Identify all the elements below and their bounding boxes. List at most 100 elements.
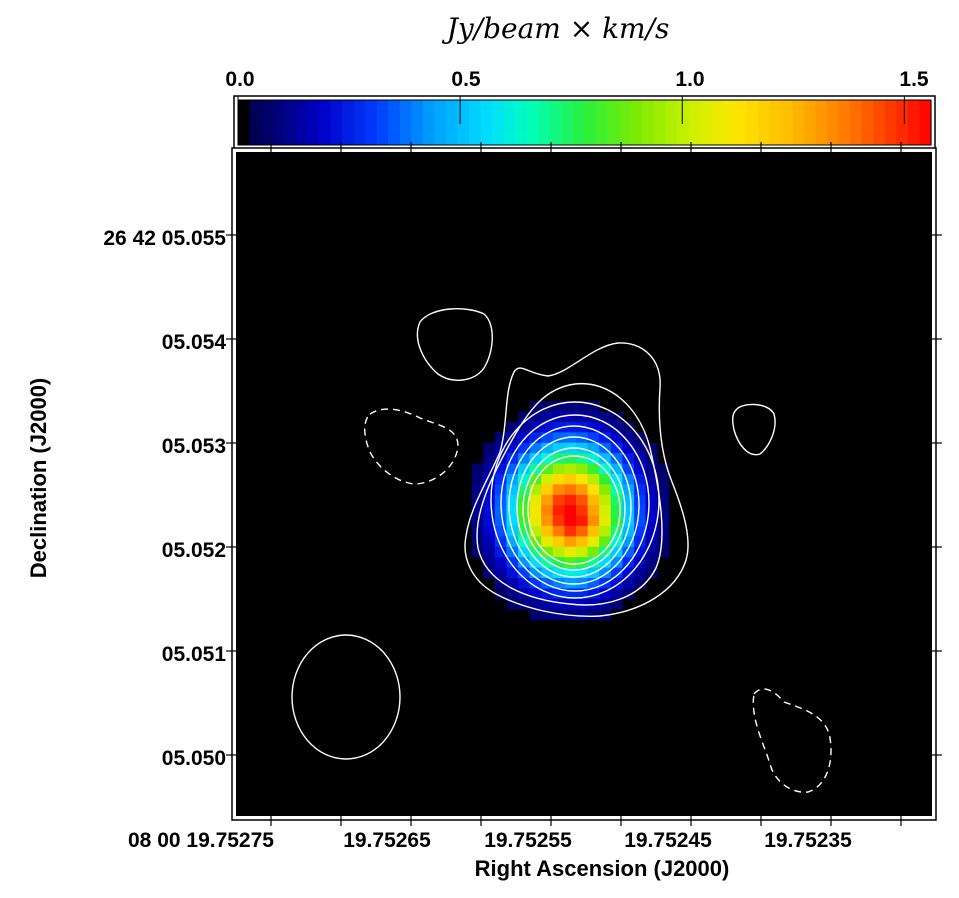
emission-pixel bbox=[587, 505, 600, 517]
colorbar-cell bbox=[734, 100, 747, 145]
emission-pixel bbox=[483, 453, 496, 465]
emission-pixel bbox=[599, 463, 612, 475]
emission-pixel bbox=[529, 536, 542, 548]
emission-pixel bbox=[610, 432, 623, 444]
emission-pixel bbox=[518, 484, 531, 496]
emission-pixel bbox=[622, 557, 635, 569]
emission-pixel bbox=[471, 546, 484, 558]
colorbar-cell bbox=[873, 100, 886, 145]
emission-pixel bbox=[622, 463, 635, 475]
emission-pixel bbox=[494, 474, 507, 485]
emission-pixel bbox=[610, 453, 623, 465]
emission-pixel bbox=[494, 453, 507, 465]
emission-pixel bbox=[622, 578, 635, 589]
colorbar-tick-label: 0.5 bbox=[451, 68, 481, 91]
emission-pixel bbox=[645, 557, 658, 569]
emission-pixel bbox=[564, 588, 577, 600]
colorbar-cell bbox=[861, 100, 874, 145]
emission-pixel bbox=[587, 526, 600, 537]
emission-pixel bbox=[599, 411, 612, 423]
emission-pixel bbox=[518, 453, 531, 465]
y-tick-label: 26 42 05.055 bbox=[103, 227, 226, 250]
colorbar-cell bbox=[780, 100, 793, 145]
emission-pixel bbox=[587, 432, 600, 444]
contour-level-3 bbox=[490, 401, 660, 599]
colorbar-cell bbox=[572, 100, 586, 145]
emission-pixel bbox=[552, 578, 565, 589]
emission-pixel bbox=[576, 536, 589, 548]
negative-contours bbox=[364, 408, 832, 793]
y-tick-label: 05.051 bbox=[162, 643, 227, 666]
colorbar-cell bbox=[665, 100, 678, 145]
emission-pixel bbox=[541, 442, 554, 454]
emission-pixel bbox=[587, 422, 600, 433]
emission-pixel bbox=[529, 494, 542, 506]
emission-pixel bbox=[541, 526, 554, 537]
emission-pixel bbox=[634, 463, 647, 475]
emission-pixel bbox=[564, 494, 577, 506]
emission-pixel bbox=[471, 484, 484, 496]
x-tick-label: 08 00 19.75275 bbox=[128, 829, 274, 852]
x-tick-label: 19.75245 bbox=[624, 829, 712, 852]
emission-pixel bbox=[599, 515, 612, 527]
colorbar-cell bbox=[503, 100, 516, 145]
emission-pixel bbox=[645, 494, 658, 506]
emission-pixel bbox=[587, 401, 600, 413]
y-tick-label: 05.054 bbox=[162, 331, 227, 354]
emission-pixel bbox=[518, 411, 531, 423]
colorbar-cell bbox=[307, 100, 320, 145]
emission-pixel bbox=[541, 557, 554, 569]
colorbar-cell bbox=[434, 100, 447, 145]
emission-pixel bbox=[564, 463, 577, 475]
colorbar-cell bbox=[688, 100, 701, 145]
emission-pixel bbox=[587, 536, 600, 548]
emission-pixel bbox=[541, 505, 554, 517]
emission-pixel bbox=[634, 515, 647, 527]
emission-pixel bbox=[529, 526, 542, 537]
emission-pixel bbox=[622, 536, 635, 548]
colorbar-cell bbox=[457, 100, 470, 145]
emission-pixel bbox=[622, 484, 635, 496]
contour-level-6 bbox=[516, 436, 632, 578]
emission-pixel bbox=[587, 588, 600, 600]
emission-pixel bbox=[506, 536, 519, 548]
emission-pixel bbox=[610, 474, 623, 485]
colorbar-cell bbox=[330, 100, 343, 145]
colorbar-cell bbox=[642, 100, 655, 145]
emission-pixel bbox=[599, 546, 612, 558]
emission-pixel bbox=[483, 474, 496, 485]
emission-pixel bbox=[576, 411, 589, 423]
emission-pixel bbox=[645, 567, 658, 579]
emission-pixel bbox=[599, 474, 612, 485]
emission-pixel bbox=[564, 505, 577, 517]
x-tick-labels: 08 00 19.75275 19.75265 19.75255 19.7524… bbox=[128, 829, 852, 852]
colorbar-cell bbox=[561, 100, 574, 145]
emission-pixel bbox=[645, 442, 658, 454]
emission-pixel bbox=[610, 598, 623, 610]
colorbar-cell bbox=[480, 100, 493, 145]
emission-pixel bbox=[483, 494, 496, 506]
emission-pixel bbox=[506, 598, 519, 610]
emission-pixel bbox=[552, 401, 565, 413]
colorbar-cell bbox=[584, 100, 597, 145]
emission-pixel bbox=[483, 557, 496, 569]
emission-pixel bbox=[552, 557, 565, 569]
emission-pixel bbox=[506, 567, 519, 579]
emission-pixel bbox=[622, 546, 635, 558]
colorbar-gradient bbox=[238, 100, 932, 145]
colorbar-cell bbox=[711, 100, 724, 145]
emission-pixel bbox=[610, 442, 623, 454]
emission-pixel bbox=[494, 484, 507, 496]
emission-pixel bbox=[564, 515, 577, 527]
emission-pixel bbox=[483, 567, 496, 579]
colorbar-cell bbox=[723, 100, 736, 145]
colorbar-tick-labels: 0.0 0.5 1.0 1.5 bbox=[225, 68, 929, 91]
emission-pixel bbox=[483, 526, 496, 537]
emission-pixel bbox=[599, 536, 612, 548]
colorbar-cell bbox=[596, 100, 609, 145]
emission-pixel bbox=[552, 598, 565, 610]
emission-pixel bbox=[645, 515, 658, 527]
emission-pixel bbox=[506, 442, 519, 454]
emission-pixel bbox=[552, 505, 565, 517]
colorbar-cell bbox=[850, 100, 863, 145]
